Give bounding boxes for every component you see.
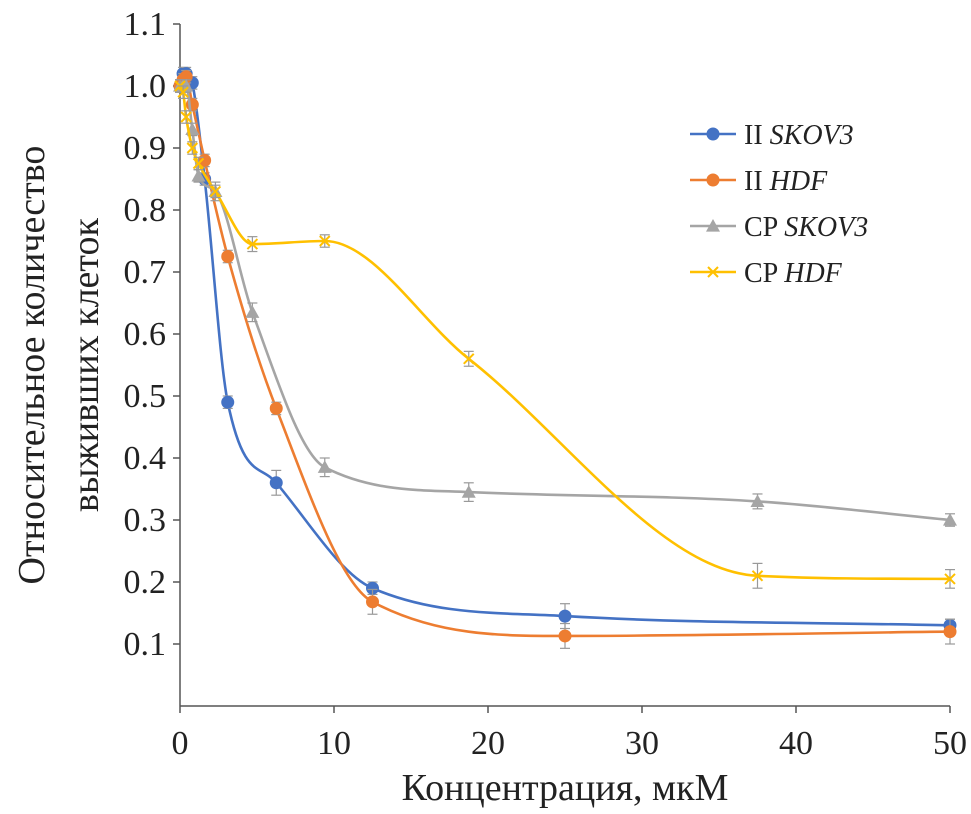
legend-label-prefix: II (744, 166, 770, 197)
series-ii-hdf (173, 69, 957, 649)
x-marker-stroke (246, 238, 259, 250)
y-tick-label: 1.1 (124, 6, 167, 43)
x-tick-label: 20 (471, 725, 505, 762)
data-point (558, 609, 572, 623)
legend-label: CP SKOV3 (744, 212, 868, 243)
x-marker-stroke (751, 570, 764, 582)
data-point (221, 250, 235, 263)
legend-marker (706, 127, 720, 141)
y-ticks: 0.1 0.2 0.3 0.4 0.5 0.6 0.7 0.8 0.9 1.0 1.1 (124, 6, 180, 663)
legend-marker (707, 266, 719, 278)
x-tick-label: 40 (779, 725, 813, 762)
data-point (943, 625, 957, 639)
y-tick-label: 0.1 (124, 626, 167, 663)
data-point (221, 395, 235, 409)
x-tick-label: 0 (172, 725, 189, 762)
y-tick-label: 0.8 (124, 192, 167, 229)
axes (179, 24, 950, 707)
y-tick-label: 0.2 (124, 564, 167, 601)
data-point (750, 494, 765, 507)
y-tick-label: 0.5 (124, 378, 167, 415)
series-layer (173, 66, 957, 649)
y-tick-label: 0.3 (124, 502, 167, 539)
data-point (269, 476, 283, 490)
data-point (317, 460, 332, 473)
data-point (245, 305, 260, 318)
series-line (178, 75, 951, 638)
legend-item: CP SKOV3 (690, 212, 868, 243)
data-point (463, 353, 475, 365)
x-marker-stroke (180, 111, 192, 123)
x-marker-stroke (177, 86, 189, 98)
y-tick-label: 1.0 (124, 68, 167, 105)
x-marker-stroke (463, 353, 475, 365)
data-point (319, 235, 331, 247)
x-marker-stroke (319, 235, 331, 247)
legend-label: II SKOV3 (744, 120, 854, 151)
data-point (180, 111, 192, 123)
x-marker-stroke (209, 185, 222, 198)
x-marker-stroke (707, 266, 719, 278)
y-tick-label: 0.9 (124, 130, 167, 167)
y-axis-title-line-1: Относительное количество (11, 146, 53, 585)
legend-item: CP HDF (690, 258, 843, 289)
data-point (192, 157, 205, 170)
legend-item: II HDF (690, 166, 828, 197)
data-point (177, 86, 189, 98)
x-tick-label: 30 (625, 725, 659, 762)
data-point (186, 142, 199, 154)
legend-label-italic: HDF (769, 166, 828, 197)
series-line (178, 72, 951, 627)
x-marker-stroke (186, 142, 199, 154)
x-marker-stroke (944, 573, 956, 585)
legend-label-prefix: II (744, 120, 770, 151)
x-tick-label: 10 (317, 725, 351, 762)
legend-marker (706, 173, 720, 187)
legend-label-italic: SKOV3 (784, 212, 868, 243)
series-ii-skov3 (173, 66, 957, 633)
data-point (751, 570, 764, 582)
data-point (209, 185, 222, 198)
legend-label-prefix: CP (744, 258, 784, 289)
data-point (191, 168, 206, 182)
data-point (943, 513, 957, 526)
legend-label: CP HDF (744, 258, 843, 289)
legend-label-italic: HDF (783, 258, 842, 289)
series-cp-hdf (174, 79, 956, 589)
y-axis-title-line-2: выживших клеток (65, 217, 107, 512)
y-tick-label: 0.4 (124, 440, 167, 477)
data-point (246, 238, 259, 250)
data-point (269, 401, 283, 415)
y-tick-label: 0.6 (124, 316, 167, 353)
data-point (366, 595, 379, 609)
data-point (944, 573, 956, 585)
data-point (558, 629, 572, 643)
x-tick-label: 50 (933, 725, 967, 762)
x-ticks: 0 10 20 30 40 50 (172, 706, 967, 762)
data-point (461, 485, 476, 498)
legend-label-italic: SKOV3 (770, 120, 854, 151)
y-tick-label: 0.7 (124, 254, 167, 291)
x-marker-stroke (192, 157, 205, 170)
legend-item: II SKOV3 (690, 120, 854, 151)
legend-label: II HDF (744, 166, 828, 197)
legend-label-prefix: CP (744, 212, 784, 243)
legend-marker (706, 219, 720, 232)
x-axis-title: Концентрация, мкМ (402, 767, 729, 809)
